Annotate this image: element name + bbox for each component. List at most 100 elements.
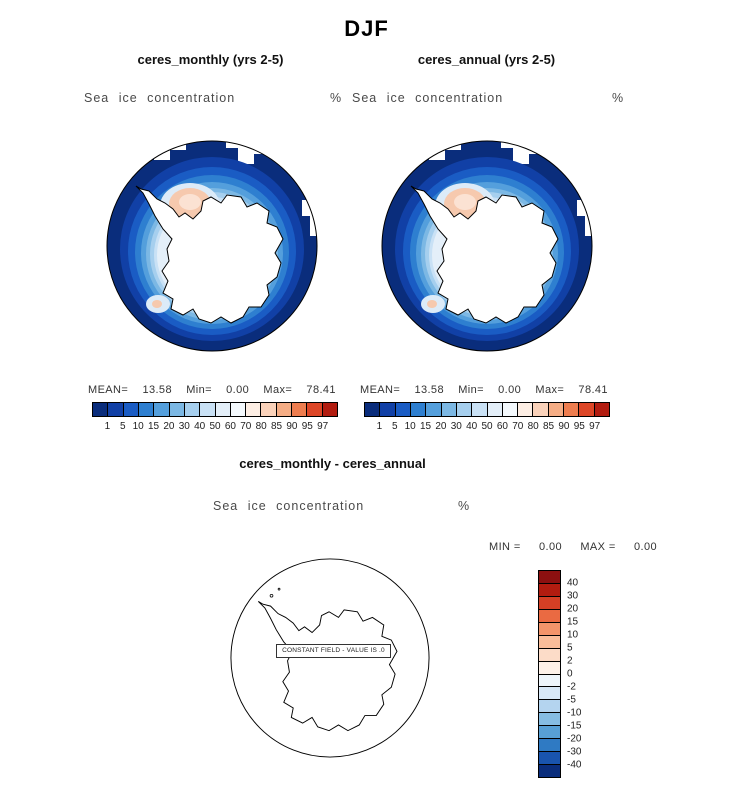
colorbar-tick-label: -15 [567, 720, 582, 732]
mean-value: 13.58 [414, 384, 444, 396]
colorbar-tick-label: 70 [512, 421, 524, 432]
colorbar-tick-label: 30 [178, 421, 190, 432]
island-mark [277, 587, 281, 591]
colorbar-tick-label: 1 [376, 421, 383, 432]
colorbar-segment [538, 751, 561, 766]
sea-ice-field [107, 141, 317, 351]
colorbar-tick-label: 10 [404, 421, 416, 432]
min-value: 0.00 [226, 384, 250, 396]
colorbar-segment [92, 402, 109, 417]
sea-ice-field [382, 141, 592, 351]
colorbar-tick-label: 0 [567, 668, 573, 680]
colorbar-tick-label: 40 [194, 421, 206, 432]
colorbar-segment [538, 764, 561, 778]
colorbar-segment [538, 582, 561, 597]
colorbar-tick-label: 60 [496, 421, 508, 432]
colorbar-segment [538, 699, 561, 714]
colorbar-segment [291, 402, 308, 417]
colorbar-segment [547, 402, 565, 417]
colorbar-tick-label: 97 [317, 421, 329, 432]
colorbar-tick-label: 85 [542, 421, 555, 432]
colorbar-tick-label: 95 [573, 421, 585, 432]
colorbar-segment [153, 402, 170, 417]
colorbar-tick-label: -5 [567, 694, 576, 706]
colorbar-segment [245, 402, 262, 417]
min-value: 0.00 [498, 384, 522, 396]
colorbar-tick-label: 15 [419, 421, 432, 432]
colorbar-tick-label: 80 [255, 421, 267, 432]
colorbar-segment [275, 402, 293, 417]
colorbar-tick-label: 85 [270, 421, 283, 432]
colorbar-segment [538, 647, 561, 662]
diff-field-label: Sea ice concentration [213, 499, 365, 513]
season-title: DJF [344, 16, 389, 41]
colorbar-segment [532, 402, 549, 417]
colorbar-segment [593, 402, 610, 417]
colorbar-tick-label: 95 [301, 421, 313, 432]
map-annual [381, 140, 593, 352]
diff-min-label: MIN = [489, 541, 521, 553]
colorbar-tick-label: -10 [567, 707, 582, 719]
panel-header-annual: ceres_annual (yrs 2-5) [417, 52, 556, 67]
colorbar-segment [394, 402, 411, 417]
colorbar-segment [425, 402, 442, 417]
colorbar-tick-label: 15 [147, 421, 160, 432]
colorbar-tick-label: 80 [527, 421, 539, 432]
colorbar-segment [538, 595, 561, 610]
stats-monthly: MEAN= 13.58 Min= 0.00 Max= 78.41 [88, 384, 336, 396]
mean-label: MEAN= [88, 384, 129, 396]
units-label-monthly: % [330, 91, 343, 105]
colorbar-annual: 1 5 10 15 20 30 40 50 60 70 80 85 90 95 97 [364, 402, 610, 432]
island-mark [269, 593, 274, 598]
colorbar-segment [183, 402, 201, 417]
colorbar-tick-label: 40 [466, 421, 478, 432]
colorbar-segment [538, 673, 561, 688]
colorbar-tick-label: 90 [558, 421, 570, 432]
colorbar-tick-label: 20 [567, 603, 579, 615]
colorbar-segment [306, 402, 323, 417]
colorbar-segment [538, 725, 561, 740]
colorbar-segment [364, 402, 381, 417]
colorbar-tick-label: 10 [567, 629, 579, 641]
colorbar-segment [260, 402, 277, 417]
colorbar-segment [486, 402, 503, 417]
max-value: 78.41 [306, 384, 336, 396]
colorbar-segment [538, 621, 561, 636]
colorbar-segment [137, 402, 155, 417]
colorbar-tick-label: 40 [567, 577, 579, 589]
mean-label: MEAN= [360, 384, 401, 396]
diff-minmax: MIN = 0.00 MAX = 0.00 [489, 541, 657, 553]
diff-units-label: % [458, 499, 471, 513]
colorbar-tick-label: 2 [567, 655, 573, 667]
colorbar-tick-label: -2 [567, 681, 576, 693]
min-label: Min= [458, 384, 484, 396]
colorbar-tick-label: 90 [286, 421, 298, 432]
colorbar-tick-label: 10 [132, 421, 144, 432]
colorbar-segment [563, 402, 580, 417]
stats-annual: MEAN= 13.58 Min= 0.00 Max= 78.41 [360, 384, 608, 396]
map-boundary-circle [106, 140, 318, 352]
sea-ice-map-monthly [106, 140, 318, 352]
colorbar-tick-label: 60 [224, 421, 236, 432]
min-label: Min= [186, 384, 212, 396]
colorbar-segment [199, 402, 216, 417]
colorbar-tick-label: 50 [481, 421, 493, 432]
colorbar-tick-label: 70 [240, 421, 252, 432]
max-label: Max= [535, 384, 565, 396]
field-label-monthly: Sea ice concentration [84, 91, 236, 105]
colorbar-segment [214, 402, 231, 417]
mean-value: 13.58 [142, 384, 172, 396]
colorbar-segment [538, 570, 561, 584]
colorbar-segment [538, 738, 561, 753]
colorbar-segment [471, 402, 488, 417]
colorbar-tick-label: 50 [209, 421, 221, 432]
colorbar-tick-label: 1 [104, 421, 111, 432]
colorbar-tick-label: 5 [391, 421, 398, 432]
colorbar-segment [538, 686, 561, 701]
diff-max-value: 0.00 [633, 541, 657, 553]
max-value: 78.41 [578, 384, 608, 396]
colorbar-segment [107, 402, 124, 417]
colorbar-tick-label: 5 [119, 421, 126, 432]
units-label-annual: % [612, 91, 625, 105]
